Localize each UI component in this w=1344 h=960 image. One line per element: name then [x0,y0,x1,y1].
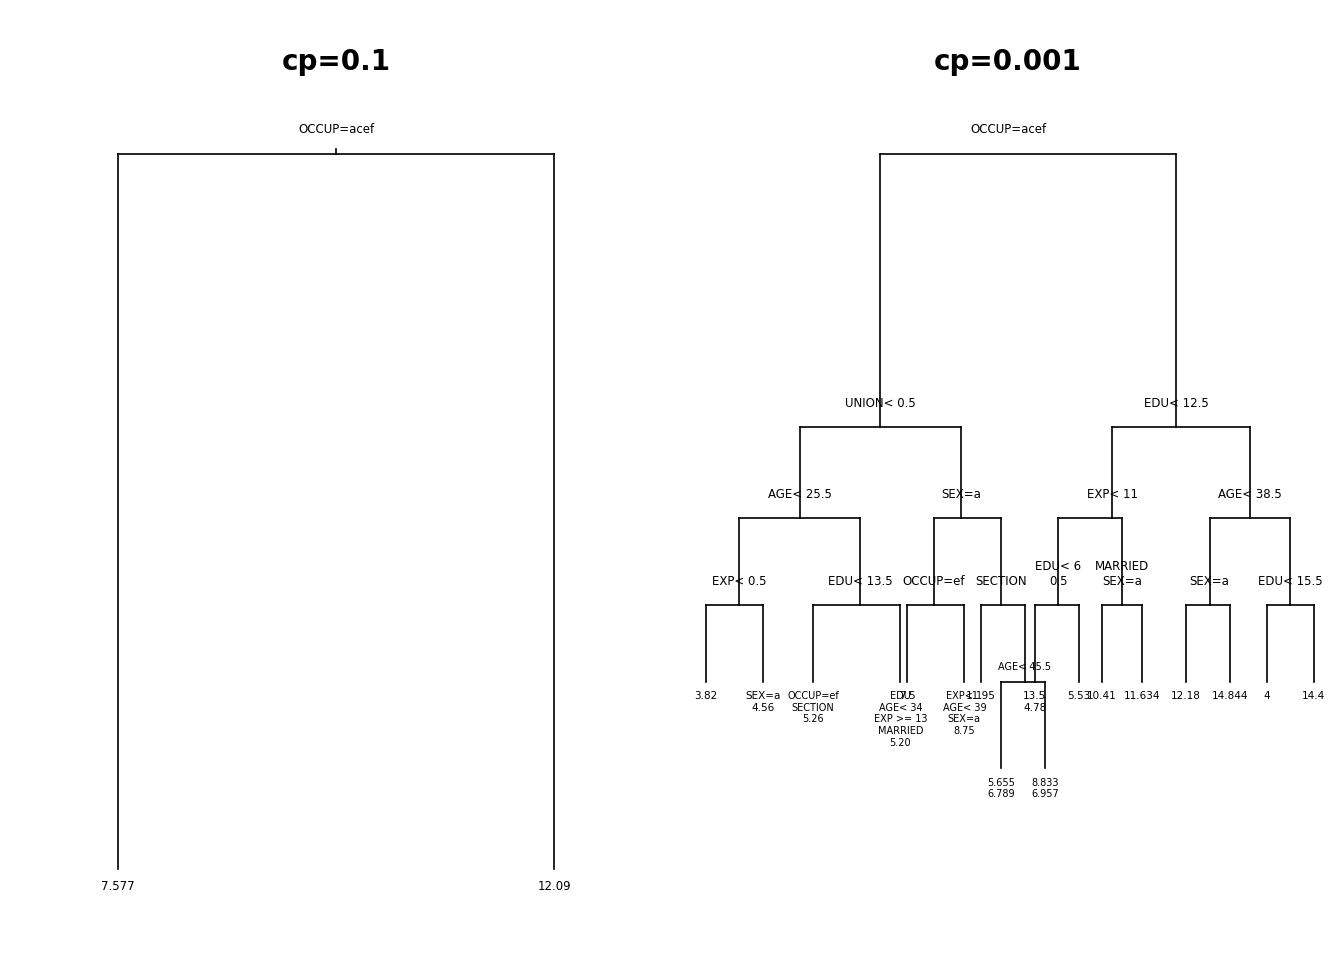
Text: OCCUP=acef: OCCUP=acef [970,123,1046,136]
Text: OCCUP=ef
SECTION
5.26: OCCUP=ef SECTION 5.26 [788,691,839,725]
Text: SEX=a: SEX=a [941,488,981,501]
Text: 8.833
6.957: 8.833 6.957 [1031,778,1059,799]
Text: AGE< 25.5: AGE< 25.5 [767,488,832,501]
Text: 7.577: 7.577 [101,880,134,894]
Text: 11.95: 11.95 [966,691,996,701]
Text: SEX=a: SEX=a [1189,574,1230,588]
Text: EDU
AGE< 34
EXP >= 13
MARRIED
5.20: EDU AGE< 34 EXP >= 13 MARRIED 5.20 [874,691,927,748]
Text: EXP< 1
AGE< 39
SEX=a
8.75: EXP< 1 AGE< 39 SEX=a 8.75 [942,691,986,736]
Text: 12.09: 12.09 [538,880,571,894]
Text: EXP< 0.5: EXP< 0.5 [712,574,766,588]
Text: 10.41: 10.41 [1087,691,1117,701]
Text: EDU< 13.5: EDU< 13.5 [828,574,892,588]
Text: 3.82: 3.82 [694,691,718,701]
Text: SEX=a
4.56: SEX=a 4.56 [745,691,781,712]
Text: AGE< 45.5: AGE< 45.5 [999,662,1051,672]
Text: MARRIED
SEX=a: MARRIED SEX=a [1095,560,1149,588]
Text: UNION< 0.5: UNION< 0.5 [845,396,915,410]
Text: OCCUP=acef: OCCUP=acef [298,123,374,136]
Text: 14.4: 14.4 [1302,691,1325,701]
Text: 13.5
4.78: 13.5 4.78 [1023,691,1047,712]
Text: 4: 4 [1263,691,1270,701]
Text: EDU< 6
0.5: EDU< 6 0.5 [1035,560,1082,588]
Text: 12.18: 12.18 [1171,691,1202,701]
Text: cp=0.001: cp=0.001 [934,48,1082,77]
Text: EDU< 12.5: EDU< 12.5 [1144,396,1208,410]
Text: cp=0.1: cp=0.1 [281,48,391,77]
Text: 5.53: 5.53 [1067,691,1090,701]
Text: EXP< 11: EXP< 11 [1087,488,1137,501]
Text: SECTION: SECTION [976,574,1027,588]
Text: OCCUP=ef: OCCUP=ef [903,574,965,588]
Text: EDU< 15.5: EDU< 15.5 [1258,574,1322,588]
Text: 7.5: 7.5 [899,691,915,701]
Text: 5.655
6.789: 5.655 6.789 [988,778,1015,799]
Text: 14.844: 14.844 [1211,691,1249,701]
Text: AGE< 38.5: AGE< 38.5 [1218,488,1282,501]
Text: 11.634: 11.634 [1124,691,1161,701]
